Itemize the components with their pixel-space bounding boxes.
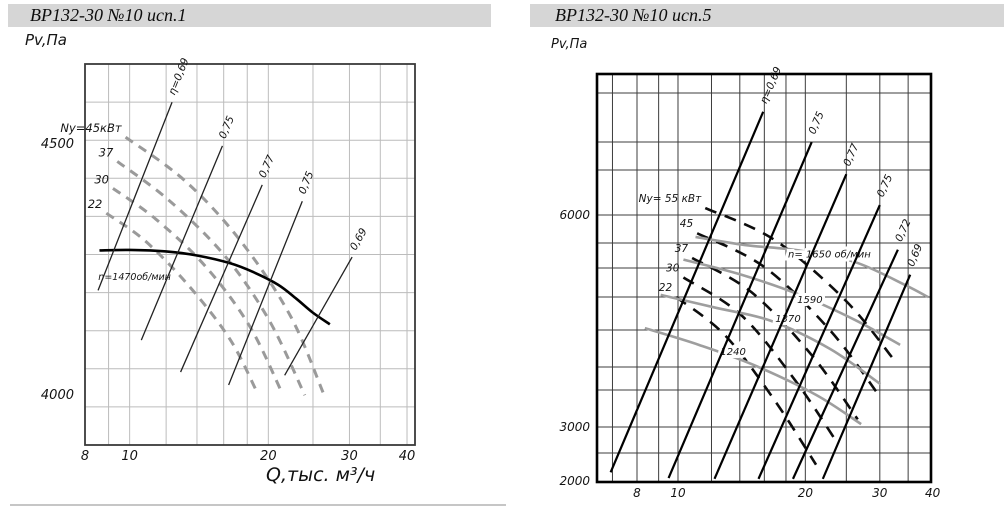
chart1-x-tick-8: 8: [81, 449, 89, 464]
chart2-plot: Ny= 55 кВт 45 37 30 22 n= 1650 об/мин 1590 1370…: [559, 65, 940, 500]
chart1-border: [84, 63, 416, 446]
chart2-x-tick-10: 10: [670, 486, 686, 500]
chart1-efficiency-label-2-0.77: 0,77: [257, 153, 277, 180]
chart2-pressure-curve-label-1650: n= 1650 об/мин: [788, 248, 871, 260]
chart1-power-curve-30: [112, 187, 284, 394]
chart2-efficiency-label-2-0.77: 0,77: [841, 142, 861, 169]
chart1-title-band: ВР132-30 №10 исп.1: [8, 4, 491, 27]
chart2-efficiency-line-5-0.69: [821, 274, 912, 480]
chart1-title: ВР132-30 №10 исп.1: [30, 5, 187, 25]
chart2-pressure-curve-1650: [695, 235, 929, 299]
chart1-x-tick-10: 10: [121, 449, 138, 464]
chart1-bottom-divider: [10, 504, 506, 506]
chart1-y-tick-4500: 4500: [41, 137, 74, 152]
chart1-efficiency-label-4-0.69: 0,69: [348, 226, 370, 253]
chart1-x-tick-20: 20: [260, 449, 277, 464]
chart2-title-band: ВР132-30 №10 исп.5: [530, 4, 1004, 27]
chart2-x-tick-40: 40: [925, 486, 941, 500]
chart1-efficiency-line-2-0.77: [179, 184, 263, 373]
chart1-power-curve-label-22: 22: [88, 197, 103, 211]
chart1-pressure-curve-label-1470: n=1470об/мин: [98, 272, 171, 283]
chart1-efficiency-label-0-0.69: η=0,69: [166, 56, 191, 97]
chart2-efficiency-label-3-0.75: 0,75: [875, 172, 896, 199]
chart2-efficiency-line-0-0.69: [609, 111, 765, 473]
chart1-x-axis-label: Q,тыс. м³/ч: [266, 464, 376, 486]
chart2-efficiency-line-3-0.75: [757, 204, 881, 480]
chart1-pressure-curve-1470: [99, 248, 331, 326]
chart2-border: [595, 72, 933, 484]
chart2-efficiency-label-4-0.72: 0,72: [893, 217, 914, 244]
chart2-pressure-curve-1240: [644, 326, 862, 426]
chart1-efficiency-line-4-0.69: [284, 256, 353, 376]
chart2-pressure-curve-1370: [660, 293, 882, 386]
chart1-x-tick-30: 30: [341, 449, 358, 464]
chart2-pressure-curve-label-1370: 1370: [775, 314, 800, 325]
chart1-power-curve-22: [105, 211, 258, 391]
chart1-power-curve-label-30: 30: [94, 172, 109, 186]
chart2-title: ВР132-30 №10 исп.5: [555, 5, 712, 25]
chart1-y-tick-4000: 4000: [41, 388, 74, 403]
chart2-pressure-curve-label-1590: 1590: [797, 295, 822, 306]
chart2-power-curve-label-22: 22: [659, 282, 673, 294]
chart1-efficiency-label-1-0.75: 0,75: [217, 114, 237, 140]
chart2-x-tick-20: 20: [798, 486, 814, 500]
chart1-efficiency-line-3-0.75: [228, 200, 303, 386]
chart2-efficiency-label-1-0.75: 0,75: [807, 109, 827, 136]
chart1-efficiency-line-1-0.75: [140, 145, 224, 341]
chart1-power-curve-label-37: 37: [99, 145, 114, 159]
chart2-pressure-curve-1590: [683, 258, 901, 346]
chart2-power-curve-45: [696, 232, 880, 396]
chart1-grid: [84, 64, 415, 445]
chart2-grid: [597, 74, 931, 482]
chart2-y-tick-2000: 2000: [559, 474, 590, 488]
chart1-y-axis-label: Pv,Па: [25, 31, 67, 49]
chart2-power-curve-22: [675, 296, 818, 466]
chart2-efficiency-line-2-0.77: [713, 173, 848, 480]
chart2-y-tick-6000: 6000: [559, 208, 590, 222]
chart2-power-curve-label-30: 30: [666, 263, 680, 275]
chart2-power-curve-label-55: Ny= 55 кВт: [639, 193, 702, 205]
chart2-power-curve-label-37: 37: [675, 243, 689, 255]
chart1-efficiency-line-0-0.69: [97, 102, 173, 291]
chart2-power-curve-30: [682, 276, 840, 445]
chart2-y-tick-3000: 3000: [559, 420, 590, 434]
chart2-x-tick-30: 30: [872, 486, 888, 500]
chart1-x-tick-40: 40: [399, 449, 416, 464]
chart2-y-axis-label: Pv,Па: [551, 37, 588, 52]
chart1-plot: Ny=45кВт 37 30 22 n=1470об/мин η=0,69 0,75 0,77…: [41, 56, 416, 464]
chart1-power-curve-label-45: Ny=45кВт: [60, 121, 122, 135]
chart2-power-curve-label-45: 45: [680, 218, 694, 230]
chart2-pressure-curve-label-1240: 1240: [720, 347, 745, 358]
chart2-efficiency-line-4-0.72: [791, 249, 899, 480]
chart2-power-curve-55: [704, 206, 895, 361]
chart1-power-curve-45: [124, 135, 325, 394]
chart2-efficiency-label-0-0.69: η=0,69: [758, 65, 784, 106]
chart1-efficiency-label-3-0.75: 0,75: [297, 169, 317, 195]
chart2-x-tick-8: 8: [633, 486, 641, 500]
chart2-efficiency-line-1-0.75: [667, 141, 813, 479]
